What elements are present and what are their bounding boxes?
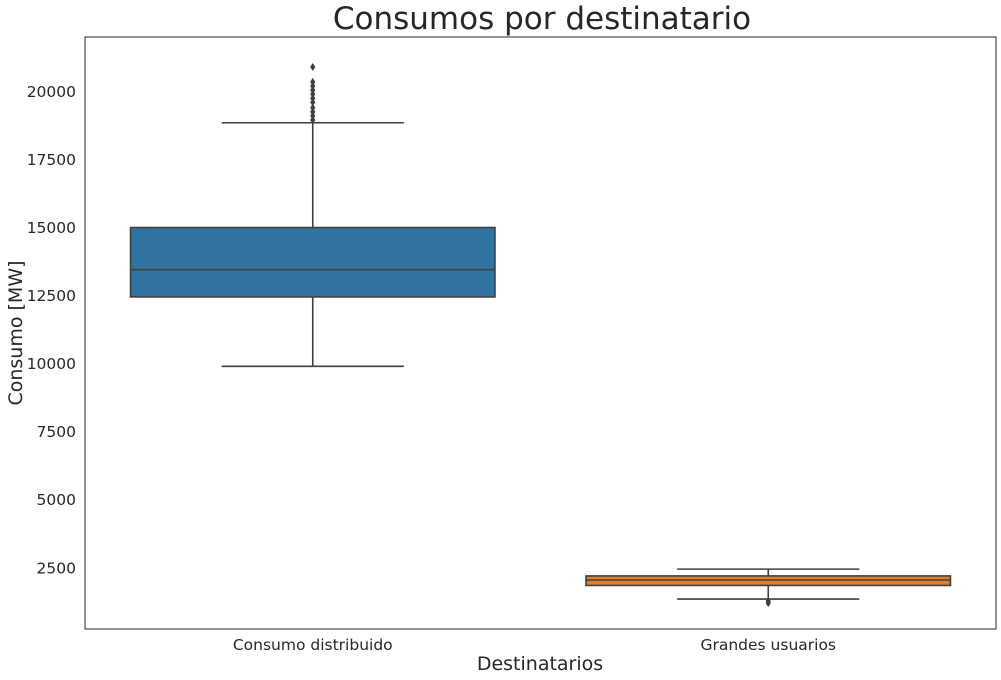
outlier-point [310, 81, 316, 90]
iqr-box [129, 226, 496, 298]
outlier-point [310, 77, 316, 86]
outlier-point [310, 98, 316, 107]
x-axis: Consumo distribuido Grandes usuarios [233, 636, 836, 654]
box-group [585, 568, 952, 608]
outlier-point [310, 86, 316, 95]
outlier-point [310, 103, 316, 112]
outlier-point [310, 94, 316, 103]
y-tick-label: 15000 [27, 219, 76, 237]
y-tick-label: 10000 [27, 355, 76, 373]
boxes [129, 62, 952, 608]
y-tick-label: 20000 [27, 83, 76, 101]
x-axis-label: Destinatarios [477, 653, 603, 675]
box-group [129, 62, 496, 368]
outlier-point [310, 107, 316, 116]
y-axis-label: Consumo [MW] [5, 260, 27, 405]
outlier-point [310, 116, 316, 125]
y-tick-label: 5000 [37, 491, 76, 509]
x-tick-label: Consumo distribuido [233, 636, 393, 654]
y-axis: 2500 5000 7500 10000 12500 15000 17500 20000 [27, 83, 76, 577]
y-tick-label: 7500 [37, 423, 76, 441]
x-tick-label: Grandes usuarios [700, 636, 836, 654]
plot-area [84, 36, 997, 630]
chart-title: Consumos por destinatario [333, 1, 751, 37]
y-tick-label: 12500 [27, 287, 76, 305]
y-tick-label: 17500 [27, 151, 76, 169]
outlier-point [310, 111, 316, 120]
outlier-point [765, 596, 771, 605]
y-tick-label: 2500 [37, 559, 76, 577]
outlier-point [310, 62, 316, 71]
outlier-point [310, 90, 316, 99]
